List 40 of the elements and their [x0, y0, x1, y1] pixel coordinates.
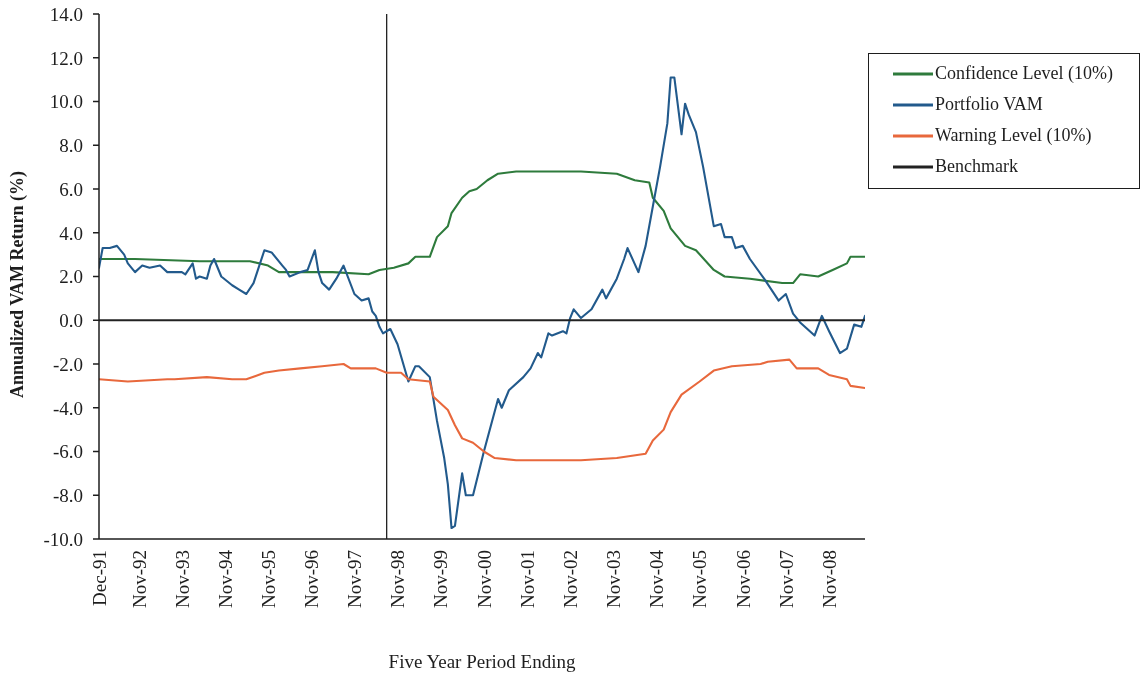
x-tick-label: Nov-93 [171, 550, 193, 609]
legend-label: Benchmark [935, 156, 1018, 177]
y-tick-label: 4.0 [59, 222, 83, 244]
line-series [99, 170, 865, 285]
x-tick-label: Nov-08 [818, 550, 840, 609]
x-tick-label: Nov-95 [257, 550, 279, 609]
y-tick-label: 0.0 [59, 310, 83, 332]
x-tick-label: Nov-04 [646, 549, 668, 609]
legend-label: Confidence Level (10%) [935, 63, 1113, 84]
x-tick-label: Nov-03 [603, 550, 625, 609]
legend-label: Portfolio VAM [935, 94, 1043, 115]
x-tick-label: Nov-92 [128, 550, 150, 609]
x-tick-label: Dec-91 [88, 550, 110, 606]
line-series [99, 358, 865, 462]
x-tick-label: Nov-94 [214, 549, 236, 609]
y-axis-title: Annualized VAM Return (%) [7, 171, 29, 398]
x-tick-label: Nov-01 [516, 550, 538, 609]
x-tick-label: Nov-06 [732, 550, 754, 609]
y-tick-label: 14.0 [49, 3, 83, 25]
y-tick-label: -8.0 [52, 485, 83, 507]
legend-label: Warning Level (10%) [935, 125, 1092, 146]
y-tick-label: -10.0 [43, 528, 83, 550]
x-tick-label: Nov-96 [301, 550, 323, 609]
x-tick-label: Nov-02 [559, 550, 581, 609]
y-tick-label: 8.0 [59, 135, 83, 157]
y-tick-label: -4.0 [52, 397, 83, 419]
x-tick-label: Nov-99 [430, 550, 452, 609]
x-tick-label: Nov-98 [387, 550, 409, 609]
line-series [99, 76, 865, 530]
y-tick-label: 2.0 [59, 266, 83, 288]
x-tick-label: Nov-00 [473, 550, 495, 609]
y-tick-label: -6.0 [52, 441, 83, 463]
y-tick-label: 6.0 [59, 178, 83, 200]
y-tick-label: 12.0 [49, 47, 83, 69]
y-tick-label: -2.0 [52, 353, 83, 375]
x-tick-label: Nov-97 [344, 550, 366, 609]
x-tick-label: Nov-05 [689, 550, 711, 609]
y-tick-label: 10.0 [49, 91, 83, 113]
x-tick-label: Nov-07 [775, 550, 797, 609]
x-axis-title: Five Year Period Ending [388, 651, 576, 672]
